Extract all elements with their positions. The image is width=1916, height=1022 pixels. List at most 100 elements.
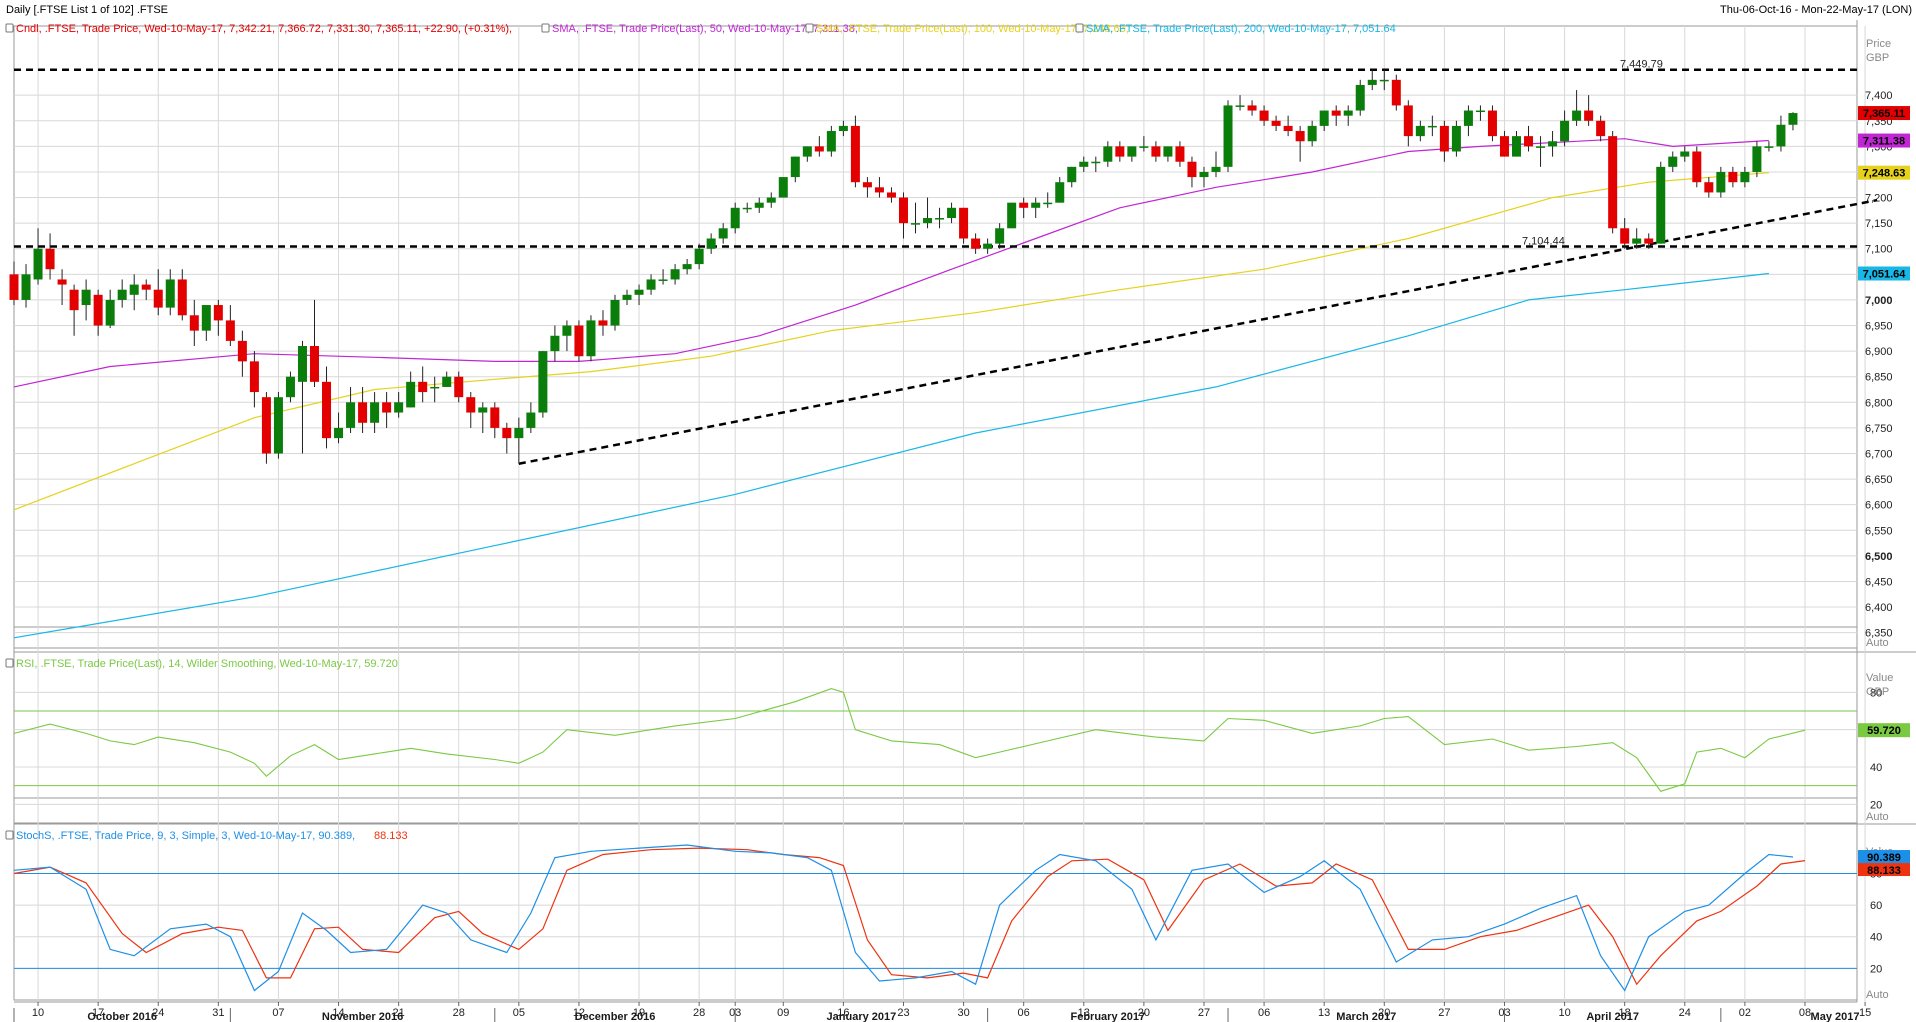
candle-up [1367, 79, 1377, 85]
candle-up [1427, 125, 1437, 128]
x-tick-label: 12 [573, 1007, 585, 1019]
candle-down [1019, 202, 1029, 208]
candle-up [718, 228, 728, 239]
sma-legend-icon [541, 23, 550, 33]
candle-up [81, 289, 91, 306]
candle-down [1608, 136, 1618, 229]
price-tick-label: 6,650 [1865, 474, 1893, 486]
candle-down [1596, 120, 1606, 137]
candle-down [1728, 171, 1738, 183]
candle-up [694, 248, 704, 265]
candle-up [1031, 202, 1041, 208]
price-tick-label: 6,550 [1865, 525, 1893, 537]
candle-down [1295, 131, 1305, 142]
candle-up [634, 289, 644, 295]
x-tick-label: 18 [1619, 1007, 1631, 1019]
sma50-line [13, 138, 1769, 388]
candle-up [526, 412, 536, 428]
stoch-k-tag [1858, 850, 1910, 864]
candle-up [983, 243, 993, 249]
price-legend-entry: SMA, .FTSE, Trade Price(Last), 50, Wed-1… [552, 23, 858, 35]
candle-down [898, 197, 908, 224]
x-tick-label: 14 [332, 1007, 344, 1019]
candle-down [69, 289, 79, 311]
candle-up [742, 207, 752, 210]
x-tick-label: 24 [152, 1007, 164, 1019]
candle-up [297, 346, 307, 382]
candle-up [1656, 166, 1666, 244]
candle-down [1499, 136, 1509, 157]
candle-up [730, 207, 740, 229]
candle-down [502, 427, 512, 439]
candle-up [1475, 110, 1485, 113]
candle-down [490, 407, 500, 428]
candle-up [370, 402, 380, 423]
candle-up [33, 248, 43, 280]
x-tick-label: 08 [1799, 1007, 1811, 1019]
price-tick-label: 7,400 [1865, 90, 1893, 102]
candle-down [249, 361, 259, 393]
candle-up [1055, 182, 1065, 203]
x-tick-label: 10 [32, 1007, 44, 1019]
candle-up [923, 218, 933, 224]
candle-up [442, 376, 452, 387]
stoch-legend-icon [5, 830, 14, 840]
candle-up [273, 397, 283, 454]
stoch-legend-d: 88.133 [374, 830, 408, 842]
candle-down [1115, 146, 1125, 157]
x-tick-label: 02 [1739, 1007, 1751, 1019]
price-tick-label: 7,200 [1865, 193, 1893, 205]
price-tag [1858, 106, 1910, 121]
x-tick-label: 20 [1378, 1007, 1390, 1019]
x-tick-label: 16 [837, 1007, 849, 1019]
stoch-k-line [13, 844, 1794, 992]
x-tick-label: 20 [1138, 1007, 1150, 1019]
candle-up [117, 289, 127, 300]
chart-header-title: Daily [.FTSE List 1 of 102] .FTSE [6, 4, 168, 16]
rsi-tag-label: 59.720 [1867, 725, 1901, 737]
candle-up [1223, 105, 1233, 167]
candle-down [1620, 228, 1630, 244]
price-tags: 7,365.11 7,311.38 7,248.63 7,051.64 [1858, 106, 1910, 281]
candle-down [1331, 110, 1341, 116]
price-legend: Cndl, .FTSE, Trade Price, Wed-10-May-17,… [5, 23, 1396, 35]
candle-down [261, 397, 271, 454]
candle-down [418, 381, 428, 393]
candle-down [862, 182, 872, 188]
candle-up [105, 299, 115, 326]
candle-up [1572, 110, 1582, 121]
rsi-legend-icon [5, 658, 14, 668]
candle-up [947, 207, 957, 219]
candle-up [285, 376, 295, 398]
candle-down [1187, 161, 1197, 178]
price-tag-label: 7,311.38 [1863, 136, 1905, 148]
x-tick-label: 06 [1258, 1007, 1270, 1019]
stoch-panel-content: StochS, .FTSE, Trade Price, 9, 3, Simple… [5, 830, 1910, 1001]
candle-up [826, 131, 836, 152]
candle-up [1139, 146, 1149, 148]
candle-up [1127, 146, 1137, 157]
candle-down [382, 402, 392, 413]
stoch-tick-label: 60 [1870, 900, 1882, 912]
rsi-tag [1858, 723, 1910, 738]
candle-up [1512, 136, 1521, 157]
candle-down [466, 397, 476, 413]
stoch-d-tag [1858, 863, 1910, 877]
stoch-legend: StochS, .FTSE, Trade Price, 9, 3, Simple… [16, 830, 355, 842]
price-tag [1858, 266, 1910, 281]
candle-up [1560, 120, 1570, 142]
x-tick-label: 27 [1198, 1007, 1210, 1019]
candle-down [1524, 136, 1534, 147]
candle-down [189, 315, 199, 331]
stoch-k-tag-label: 90.389 [1867, 852, 1901, 864]
candle-down [1704, 182, 1714, 193]
rsi-legend: RSI, .FTSE, Trade Price(Last), 14, Wilde… [16, 658, 398, 670]
rsi-panel-content: RSI, .FTSE, Trade Price(Last), 14, Wilde… [5, 658, 1910, 823]
candle-legend-icon [5, 23, 14, 33]
candle-up [766, 197, 776, 203]
candle-up [670, 269, 680, 280]
x-tick-label: 27 [1438, 1007, 1450, 1019]
candle-up [1548, 141, 1558, 147]
candle-down [45, 248, 55, 270]
candle-up [1752, 146, 1762, 172]
